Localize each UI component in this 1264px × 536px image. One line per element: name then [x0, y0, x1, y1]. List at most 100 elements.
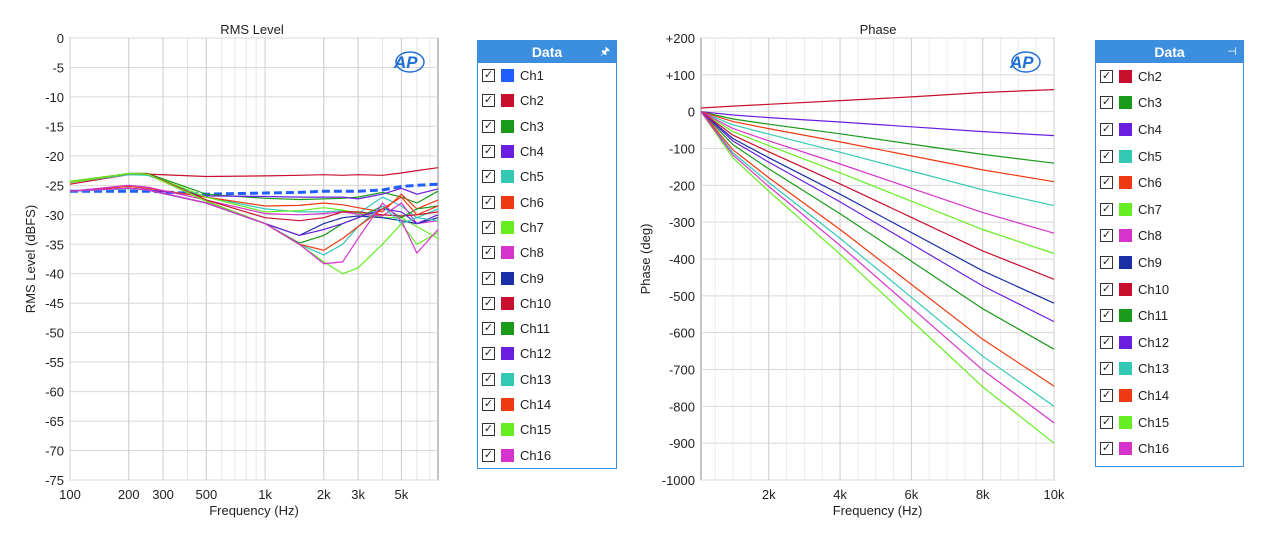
color-swatch: [501, 372, 514, 386]
legend-item-ch7[interactable]: ✓ Ch7: [478, 215, 616, 240]
checkbox[interactable]: ✓: [1100, 149, 1113, 163]
legend-item-ch14[interactable]: ✓ Ch14: [1096, 382, 1243, 409]
color-swatch: [501, 398, 514, 411]
checkbox[interactable]: ✓: [482, 246, 495, 260]
series-line-ch5: [69, 174, 439, 219]
checkbox[interactable]: ✓: [1100, 362, 1113, 376]
chart-title: Phase: [860, 22, 897, 37]
checkbox[interactable]: ✓: [1100, 335, 1113, 349]
series-line-ch10: [700, 111, 1055, 280]
legend-label: Ch13: [1138, 361, 1170, 377]
legend-item-ch9[interactable]: ✓ Ch9: [1096, 249, 1243, 276]
color-swatch: [1119, 229, 1132, 243]
color-swatch: [501, 296, 514, 310]
legend-item-ch2[interactable]: ✓ Ch2: [1096, 63, 1243, 90]
color-swatch: [1119, 202, 1132, 216]
checkbox[interactable]: ✓: [1100, 309, 1113, 323]
checkbox[interactable]: ✓: [1100, 202, 1113, 216]
legend-item-ch13[interactable]: ✓ Ch13: [478, 367, 616, 392]
legend-header: Data ⊣: [1096, 41, 1243, 63]
y-tick-label: -5: [52, 60, 64, 75]
color-swatch: [1119, 255, 1132, 269]
y-axis-label: Phase (deg): [638, 224, 653, 295]
series-line-ch9: [700, 111, 1055, 304]
x-axis-label: Frequency (Hz): [833, 503, 923, 518]
legend-item-ch15[interactable]: ✓ Ch15: [1096, 409, 1243, 436]
legend-item-ch16[interactable]: ✓ Ch16: [1096, 435, 1243, 462]
y-tick-label: 0: [57, 31, 64, 46]
legend-item-ch16[interactable]: ✓ Ch16: [478, 442, 616, 467]
checkbox[interactable]: ✓: [482, 296, 495, 310]
plot-area: [69, 37, 439, 481]
legend-item-ch5[interactable]: ✓ Ch5: [1096, 143, 1243, 170]
legend-item-ch8[interactable]: ✓ Ch8: [478, 240, 616, 265]
legend-item-ch3[interactable]: ✓ Ch3: [1096, 90, 1243, 117]
color-swatch: [501, 195, 514, 209]
series-line-ch7: [700, 111, 1055, 255]
legend-label: Ch5: [520, 169, 544, 185]
legend-item-ch1[interactable]: ✓ Ch1: [478, 63, 616, 88]
legend-item-ch4[interactable]: ✓ Ch4: [478, 139, 616, 164]
legend-item-ch7[interactable]: ✓ Ch7: [1096, 196, 1243, 223]
series-line-ch1: [70, 182, 439, 196]
checkbox[interactable]: ✓: [1100, 442, 1113, 456]
x-tick-label: 10k: [1044, 487, 1065, 502]
legend-item-ch11[interactable]: ✓ Ch11: [1096, 302, 1243, 329]
checkbox[interactable]: ✓: [1100, 122, 1113, 136]
legend-label: Ch10: [1138, 281, 1170, 297]
legend-item-ch15[interactable]: ✓ Ch15: [478, 417, 616, 442]
legend-label: Ch4: [1138, 121, 1162, 137]
legend-item-ch11[interactable]: ✓ Ch11: [478, 316, 616, 341]
checkbox[interactable]: ✓: [482, 119, 495, 133]
checkbox[interactable]: ✓: [482, 145, 495, 159]
checkbox[interactable]: ✓: [482, 423, 495, 437]
legend-item-ch13[interactable]: ✓ Ch13: [1096, 356, 1243, 383]
y-tick-label: -75: [45, 473, 64, 488]
legend-item-ch3[interactable]: ✓ Ch3: [478, 114, 616, 139]
pin-icon[interactable]: 🖈: [599, 46, 610, 58]
pin-icon[interactable]: ⊣: [1227, 46, 1237, 58]
y-tick-label: -300: [669, 215, 695, 230]
x-tick-label: 4k: [833, 487, 847, 502]
checkbox[interactable]: ✓: [482, 372, 495, 386]
x-tick-label: 200: [118, 487, 140, 502]
y-tick-label: -55: [45, 355, 64, 370]
checkbox[interactable]: ✓: [1100, 69, 1113, 83]
legend-item-ch10[interactable]: ✓ Ch10: [478, 291, 616, 316]
checkbox[interactable]: ✓: [482, 69, 495, 83]
checkbox[interactable]: ✓: [1100, 176, 1113, 190]
checkbox[interactable]: ✓: [1100, 96, 1113, 110]
checkbox[interactable]: ✓: [482, 94, 495, 108]
checkbox[interactable]: ✓: [482, 271, 495, 285]
legend-item-ch10[interactable]: ✓ Ch10: [1096, 276, 1243, 303]
legend-item-ch4[interactable]: ✓ Ch4: [1096, 116, 1243, 143]
legend-item-ch12[interactable]: ✓ Ch12: [1096, 329, 1243, 356]
color-swatch: [1119, 388, 1132, 402]
legend-item-ch12[interactable]: ✓ Ch12: [478, 341, 616, 366]
checkbox[interactable]: ✓: [482, 398, 495, 411]
checkbox[interactable]: ✓: [1100, 282, 1113, 296]
legend-item-ch9[interactable]: ✓ Ch9: [478, 265, 616, 290]
checkbox[interactable]: ✓: [482, 347, 495, 361]
checkbox[interactable]: ✓: [1100, 229, 1113, 243]
checkbox[interactable]: ✓: [482, 322, 495, 336]
checkbox[interactable]: ✓: [482, 170, 495, 184]
checkbox[interactable]: ✓: [482, 195, 495, 209]
checkbox[interactable]: ✓: [482, 220, 495, 234]
legend-item-ch6[interactable]: ✓ Ch6: [478, 189, 616, 214]
legend-item-ch6[interactable]: ✓ Ch6: [1096, 169, 1243, 196]
legend-item-ch2[interactable]: ✓ Ch2: [478, 88, 616, 113]
legend-item-ch8[interactable]: ✓ Ch8: [1096, 223, 1243, 250]
ap-logo: AP: [1009, 53, 1034, 72]
x-tick-label: 300: [152, 487, 174, 502]
y-tick-label: -1000: [662, 473, 695, 488]
legend-item-ch14[interactable]: ✓ Ch14: [478, 392, 616, 417]
color-swatch: [501, 271, 514, 285]
legend-label: Ch2: [1138, 68, 1162, 84]
checkbox[interactable]: ✓: [1100, 415, 1113, 429]
checkbox[interactable]: ✓: [1100, 388, 1113, 402]
checkbox[interactable]: ✓: [482, 448, 495, 462]
checkbox[interactable]: ✓: [1100, 255, 1113, 269]
legend-item-ch5[interactable]: ✓ Ch5: [478, 164, 616, 189]
